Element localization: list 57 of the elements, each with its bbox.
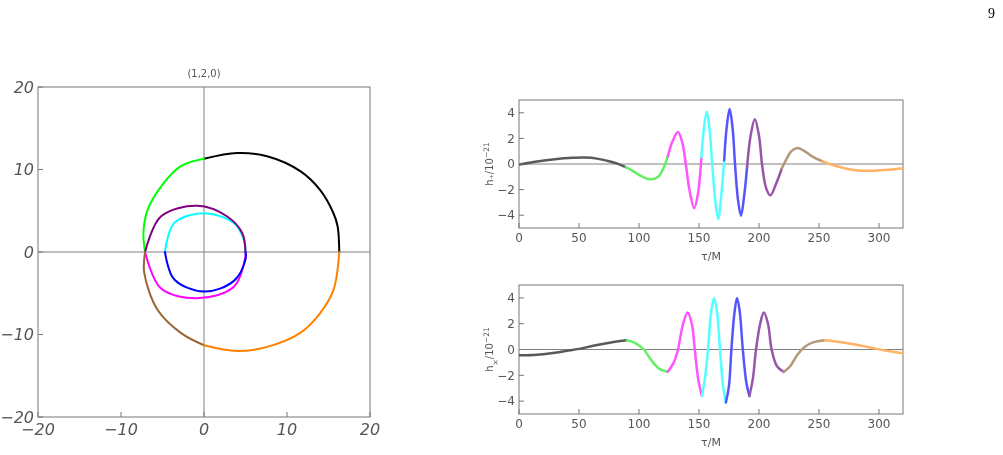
line-series bbox=[782, 338, 827, 374]
y-tick-label: −10 bbox=[0, 325, 34, 345]
y-tick-label: 2 bbox=[507, 131, 515, 146]
line-series bbox=[666, 311, 704, 398]
line-series bbox=[666, 130, 703, 210]
y-tick-label: 0 bbox=[507, 342, 515, 357]
y-tick-label: −4 bbox=[497, 394, 515, 409]
line-series bbox=[203, 251, 341, 353]
line-series bbox=[722, 107, 749, 218]
x-tick-label: 200 bbox=[747, 417, 771, 431]
line-series bbox=[624, 155, 670, 181]
x-tick-label: 0 bbox=[198, 420, 210, 439]
line-series bbox=[821, 160, 903, 172]
x-tick-label: 150 bbox=[687, 231, 711, 245]
x-axis-title: τ/M bbox=[701, 250, 721, 263]
line-series bbox=[163, 212, 247, 253]
line-series bbox=[700, 110, 726, 221]
x-tick-label: 150 bbox=[687, 417, 711, 431]
x-tick-label: 250 bbox=[807, 231, 831, 245]
x-tick-label: 10 bbox=[276, 420, 298, 439]
x-tick-label: 250 bbox=[807, 417, 831, 431]
chart-title: (1,2,0) bbox=[187, 68, 221, 79]
y-tick-label: 10 bbox=[13, 160, 34, 180]
x-axis-title: τ/M bbox=[701, 436, 721, 449]
line-series bbox=[163, 251, 247, 293]
y-tick-label: 0 bbox=[507, 157, 515, 172]
x-tick-label: 20 bbox=[359, 420, 381, 439]
x-tick-label: 100 bbox=[627, 417, 651, 431]
line-series bbox=[823, 338, 903, 355]
line-series bbox=[700, 296, 728, 404]
y-tick-label: 20 bbox=[13, 77, 34, 97]
x-tick-label: 50 bbox=[571, 231, 587, 245]
x-tick-label: 300 bbox=[867, 231, 891, 245]
line-series bbox=[625, 338, 670, 374]
line-series bbox=[144, 251, 247, 300]
y-tick-label: −2 bbox=[497, 368, 515, 383]
line-series bbox=[142, 251, 205, 347]
line-series bbox=[142, 157, 205, 253]
x-tick-label: 300 bbox=[867, 417, 891, 431]
line-series bbox=[748, 311, 785, 398]
text: 9 bbox=[988, 6, 995, 21]
line-series bbox=[144, 204, 247, 253]
line-series bbox=[519, 338, 629, 357]
y-tick-label: −4 bbox=[497, 208, 515, 223]
x-tick-label: 100 bbox=[627, 231, 651, 245]
y-tick-label: −2 bbox=[497, 182, 515, 197]
line-series bbox=[519, 156, 628, 169]
x-tick-label: −10 bbox=[104, 420, 138, 439]
line-series bbox=[203, 151, 341, 253]
y-tick-label: 2 bbox=[507, 316, 515, 331]
line-series bbox=[724, 296, 751, 404]
line-series bbox=[780, 146, 824, 170]
line-series bbox=[745, 117, 784, 197]
x-tick-label: 200 bbox=[747, 231, 771, 245]
y-tick-label: 4 bbox=[507, 106, 515, 120]
y-tick-label: 4 bbox=[507, 291, 515, 306]
x-tick-label: 50 bbox=[571, 417, 587, 431]
